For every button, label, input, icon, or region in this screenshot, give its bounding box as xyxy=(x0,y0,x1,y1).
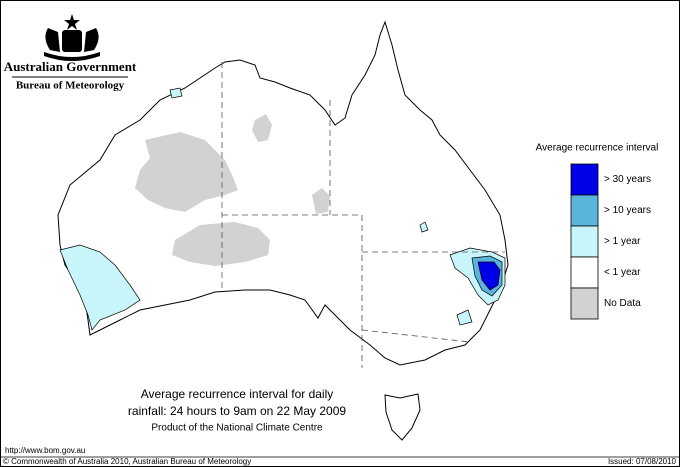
caption-line: rainfall: 24 hours to 9am on 22 May 2009 xyxy=(128,404,346,418)
legend-swatch xyxy=(570,194,599,227)
caption-line: Average recurrence interval for daily xyxy=(141,387,334,401)
caption-line: Product of the National Climate Centre xyxy=(151,423,323,434)
legend-title: Average recurrence interval xyxy=(536,143,659,154)
copyright: © Commonwealth of Australia 2010, Austra… xyxy=(3,457,251,466)
agency-name: Bureau of Meteorology xyxy=(16,80,125,92)
mainland xyxy=(57,20,509,366)
legend: > 30 years > 10 years > 1 year < 1 year No D… xyxy=(570,163,651,320)
map-region xyxy=(135,132,238,212)
legend-label: > 1 year xyxy=(604,236,641,247)
tasmania xyxy=(384,393,421,441)
legend-label: No Data xyxy=(604,298,641,309)
url: http://www.bom.gov.au xyxy=(5,446,85,455)
map-region xyxy=(172,222,270,266)
legend-label: > 10 years xyxy=(604,205,651,216)
state-borders xyxy=(221,62,505,368)
map-region xyxy=(169,87,183,99)
no-data-areas xyxy=(135,114,330,266)
legend-label: < 1 year xyxy=(604,267,641,278)
map-region xyxy=(312,188,330,214)
map-region xyxy=(59,244,141,331)
legend-swatch xyxy=(570,256,599,289)
map-region xyxy=(252,114,272,142)
map-region xyxy=(419,221,429,233)
issued-date: Issued: 07/08/2010 xyxy=(608,457,677,466)
legend-label: > 30 years xyxy=(604,174,651,185)
legend-swatch xyxy=(570,163,599,196)
coat-of-arms xyxy=(44,14,100,61)
map-region xyxy=(456,309,473,326)
legend-swatch xyxy=(570,287,599,320)
legend-swatch xyxy=(570,225,599,258)
government-name: Australian Government xyxy=(4,59,137,74)
rainfall-areas xyxy=(59,87,506,331)
map-region xyxy=(477,261,501,291)
